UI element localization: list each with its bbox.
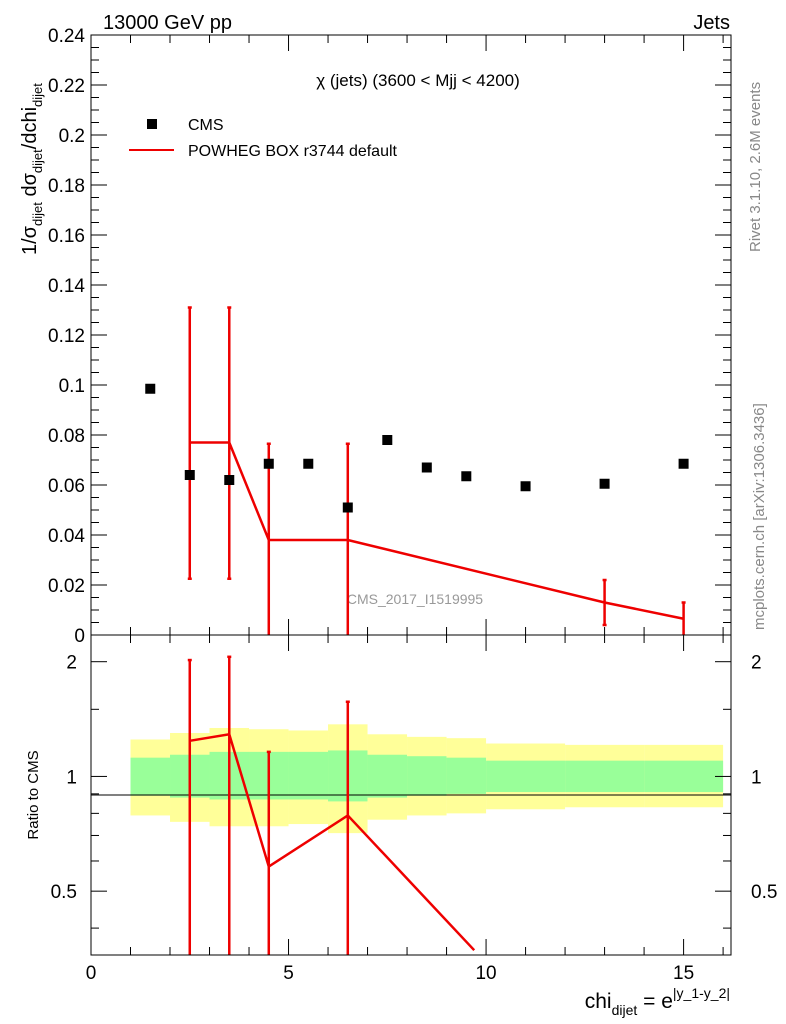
ratio-panel: 0.5 0.5 1 1 2 2 0 5 10 15 Ratio to CMS xyxy=(25,634,777,984)
data-point xyxy=(263,458,274,469)
ratio-band-inner xyxy=(367,754,408,798)
y-tick-label: 0.02 xyxy=(48,576,85,597)
jets-label: Jets xyxy=(693,12,730,34)
ylabel-part-2: dσ xyxy=(19,172,41,202)
main-panel: 0 0.02 0.04 0.06 0.08 0.1 0.12 0.14 0.16 0.18 0.2 0… xyxy=(19,26,732,647)
y-tick-label: 0.2 xyxy=(59,126,85,147)
plot-title: χ (jets) (3600 < Mjj < 4200) xyxy=(316,71,520,90)
data-point xyxy=(224,475,235,485)
legend-label-data: CMS xyxy=(188,117,224,134)
ratio-band-inner xyxy=(130,757,171,796)
y-tick-label: 0.14 xyxy=(48,276,85,297)
x-axis-label: chidijet = e|y_1-y_2| xyxy=(585,985,730,1018)
y-tick-label: 0.08 xyxy=(48,426,85,447)
legend-marker-data xyxy=(147,119,157,129)
mc-series xyxy=(187,306,686,635)
data-point xyxy=(145,383,156,394)
ratio-mc-series xyxy=(187,655,476,955)
xlabel-part-2: = e xyxy=(637,990,673,1013)
data-point xyxy=(461,471,472,482)
ratio-y-tick-label: 1 xyxy=(66,767,77,788)
ratio-band-inner xyxy=(407,756,447,796)
ratio-band-inner xyxy=(565,760,645,793)
ratio-y-axis: 0.5 0.5 1 1 2 2 xyxy=(51,653,777,929)
rivet-label: Rivet 3.1.10, 2.6M events xyxy=(747,82,764,252)
y-axis-label-main: 1/σdijet dσdijet/dchidijet xyxy=(19,83,45,255)
ratio-band-inner xyxy=(288,751,329,800)
legend-label-mc: POWHEG BOX r3744 default xyxy=(188,143,398,160)
energy-label: 13000 GeV pp xyxy=(103,12,232,34)
ylabel-sub-2: dijet xyxy=(30,149,45,173)
ratio-frame xyxy=(90,634,732,956)
x-tick-label: 15 xyxy=(673,963,694,984)
x-tick-label: 0 xyxy=(86,963,97,984)
data-point xyxy=(520,481,531,492)
ratio-x-axis: 0 5 10 15 xyxy=(86,635,724,984)
main-x-axis xyxy=(90,35,724,635)
y-axis-label-ratio: Ratio to CMS xyxy=(25,750,42,839)
y-tick-label: 0.12 xyxy=(48,326,85,347)
y-tick-label: 0.06 xyxy=(48,476,85,497)
ylabel-sub-3: dijet xyxy=(30,83,45,107)
ratio-band-inner xyxy=(446,757,487,794)
data-series xyxy=(145,383,689,513)
y-tick-label: 0.16 xyxy=(48,226,85,247)
ratio-y-tick-label: 0.5 xyxy=(51,882,77,903)
data-point xyxy=(342,502,353,513)
main-frame xyxy=(90,34,732,636)
ylabel-part-1: 1/σ xyxy=(19,225,41,255)
ratio-band-inner xyxy=(644,760,724,793)
y-tick-label: 0.04 xyxy=(48,526,85,547)
y-tick-label: 0.24 xyxy=(48,26,85,47)
main-y-axis: 0 0.02 0.04 0.06 0.08 0.1 0.12 0.14 0.16 0.18 0.2 0… xyxy=(48,26,731,647)
data-point xyxy=(382,435,393,445)
ratio-y-tick-label-right: 2 xyxy=(751,653,762,674)
x-tick-label: 5 xyxy=(283,963,294,984)
mc-line xyxy=(189,441,684,620)
data-point xyxy=(184,470,195,480)
x-tick-label: 10 xyxy=(475,963,496,984)
ratio-y-tick-label: 2 xyxy=(66,653,77,674)
y-tick-label: 0.18 xyxy=(48,176,85,197)
xlabel-sup: |y_1-y_2| xyxy=(673,985,730,1001)
ratio-uncertainty-bands xyxy=(130,724,724,834)
xlabel-part-1: chi xyxy=(585,990,612,1013)
data-point xyxy=(599,478,610,489)
data-point xyxy=(421,462,432,473)
xlabel-sub: dijet xyxy=(612,1002,638,1018)
y-tick-label: 0.22 xyxy=(48,76,85,97)
ratio-y-tick-label-right: 0.5 xyxy=(751,882,777,903)
data-point xyxy=(303,458,314,469)
y-tick-label: 0.1 xyxy=(59,376,85,397)
analysis-watermark: CMS_2017_I1519995 xyxy=(347,591,483,607)
y-tick-label: 0 xyxy=(74,626,85,647)
ylabel-sub-1: dijet xyxy=(30,202,45,226)
ratio-band-inner xyxy=(486,760,566,793)
mcplots-label: mcplots.cern.ch [arXiv:1306.3436] xyxy=(751,403,768,630)
ratio-y-tick-label-right: 1 xyxy=(751,767,762,788)
legend: CMS POWHEG BOX r3744 default xyxy=(129,117,398,160)
ylabel-part-3: /dchi xyxy=(19,107,41,149)
data-point xyxy=(678,458,689,469)
